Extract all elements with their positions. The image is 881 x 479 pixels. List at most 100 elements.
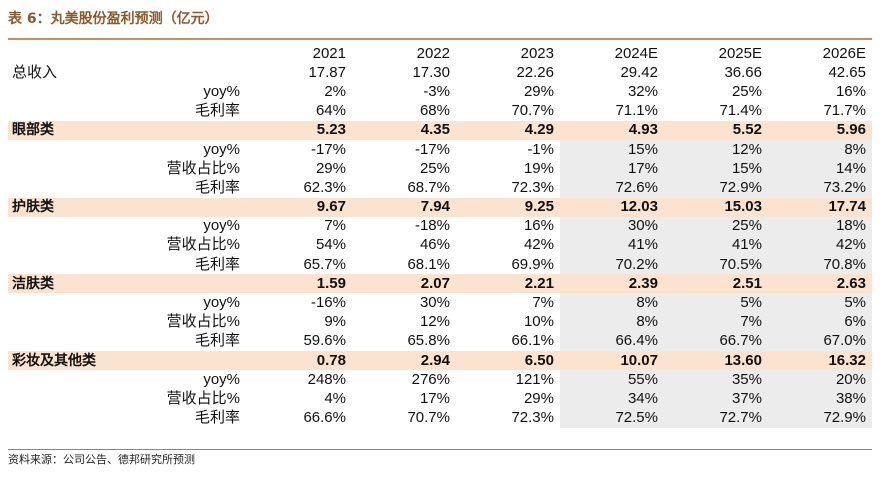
value-cell: 65.7%	[303, 255, 346, 273]
value-cell: 54%	[315, 236, 346, 254]
table-row: 营收占比% 54% 46% 42% 41% 41% 42%	[8, 235, 872, 256]
table-title: 表 6：丸美股份盈利预测（亿元）	[8, 11, 219, 27]
value-cell: 121%	[515, 370, 554, 388]
value-cell: -16%	[310, 294, 346, 312]
value-cell: 5.52	[664, 120, 768, 140]
row-metric: yoy%	[203, 82, 240, 100]
value-cell: 72.9%	[664, 178, 768, 198]
value-cell: 19%	[523, 159, 554, 177]
table-row: yoy% 248% 276% 121% 55% 35% 20%	[8, 370, 872, 390]
value-cell: 4.93	[560, 120, 664, 140]
value-cell: 35%	[664, 370, 768, 390]
value-cell: 10.07	[560, 351, 664, 371]
value-cell: 4.35	[352, 120, 456, 140]
row-label	[8, 293, 148, 312]
value-cell: 2.07	[352, 274, 456, 294]
row-label: 护肤类	[8, 197, 148, 217]
row-label	[8, 332, 148, 351]
value-cell: 16%	[523, 217, 554, 235]
value-cell: 15.03	[664, 197, 768, 217]
table-row: 毛利率 66.6% 70.7% 72.3% 72.5% 72.7% 72.9%	[8, 408, 872, 428]
value-cell: 72.5%	[560, 408, 664, 428]
value-cell: 72.6%	[560, 178, 664, 198]
value-cell: 9.25	[456, 197, 560, 217]
value-cell: 2%	[324, 82, 346, 100]
row-metric	[148, 63, 248, 82]
value-cell: 59.6%	[303, 332, 346, 350]
value-cell: 66.6%	[303, 409, 346, 427]
value-cell: 8%	[768, 139, 872, 160]
value-cell: 13.60	[664, 351, 768, 371]
row-metric	[148, 120, 248, 140]
value-cell: 276%	[411, 370, 450, 388]
value-cell: 29%	[523, 82, 554, 100]
column-header: 2025E	[718, 44, 762, 62]
value-cell: 73.2%	[768, 178, 872, 198]
value-cell: 66.4%	[560, 331, 664, 351]
value-cell: 2.21	[456, 274, 560, 294]
row-metric: 营收占比%	[166, 313, 240, 331]
value-cell: 7%	[324, 217, 346, 235]
row-metric	[148, 274, 248, 294]
value-cell: -17%	[414, 140, 450, 158]
value-cell: -3%	[423, 82, 450, 100]
value-cell: 8%	[560, 293, 664, 313]
row-label	[8, 389, 148, 408]
value-cell: 69.9%	[511, 255, 554, 273]
value-cell: 70.2%	[560, 255, 664, 275]
value-cell: 29%	[523, 389, 554, 407]
table-row: yoy% 7% -18% 16% 30% 25% 18%	[8, 216, 872, 236]
source-note: 资料来源：公司公告、德邦研究所预测	[8, 453, 195, 466]
value-cell: 42.65	[828, 63, 866, 81]
value-cell: 66.7%	[664, 331, 768, 351]
value-cell: 32%	[627, 82, 658, 100]
value-cell: 12%	[664, 139, 768, 160]
value-cell: 42%	[768, 235, 872, 256]
value-cell: 68.1%	[407, 255, 450, 273]
value-cell: 248%	[307, 370, 346, 388]
value-cell: 67.0%	[768, 331, 872, 351]
table-row: 眼部类 5.23 4.35 4.29 4.93 5.52 5.96	[8, 120, 872, 140]
value-cell: 5%	[768, 293, 872, 313]
value-cell: 25%	[419, 159, 450, 177]
value-cell: 17.30	[412, 63, 450, 81]
value-cell: 18%	[768, 216, 872, 236]
table-row: 营收占比% 4% 17% 29% 34% 37% 38%	[8, 389, 872, 409]
column-header: 2021	[312, 44, 346, 62]
row-metric: yoy%	[203, 294, 240, 312]
value-cell: 55%	[560, 370, 664, 390]
value-cell: 46%	[419, 236, 450, 254]
row-metric	[148, 197, 248, 217]
header-sub-cell	[148, 44, 248, 63]
value-cell: 68.7%	[407, 178, 450, 196]
value-cell: 72.3%	[511, 178, 554, 196]
value-cell: 29%	[315, 159, 346, 177]
row-metric: 毛利率	[194, 102, 240, 120]
value-cell: 62.3%	[303, 178, 346, 196]
value-cell: 64%	[315, 102, 346, 120]
table-row: yoy% -16% 30% 7% 8% 5% 5%	[8, 293, 872, 313]
table-row: 营收占比% 9% 12% 10% 8% 7% 6%	[8, 312, 872, 332]
value-cell: 9.67	[248, 197, 352, 217]
value-cell: 6.50	[456, 351, 560, 371]
value-cell: 20%	[768, 370, 872, 390]
value-cell: 71.4%	[719, 102, 762, 120]
value-cell: 0.78	[248, 351, 352, 371]
table-row: 护肤类 9.67 7.94 9.25 12.03 15.03 17.74	[8, 197, 872, 217]
value-cell: 36.66	[724, 63, 762, 81]
value-cell: 4%	[324, 389, 346, 407]
value-cell: 41%	[560, 235, 664, 256]
value-cell: -17%	[310, 140, 346, 158]
value-cell: 70.8%	[768, 255, 872, 275]
value-cell: 12%	[419, 313, 450, 331]
header-label-cell	[8, 44, 148, 63]
value-cell: 72.3%	[511, 409, 554, 427]
value-cell: 41%	[664, 235, 768, 256]
row-label	[8, 370, 148, 389]
value-cell: 71.1%	[615, 102, 658, 120]
table-row: 毛利率 64% 68% 70.7% 71.1% 71.4% 71.7%	[8, 102, 872, 121]
row-label	[8, 313, 148, 332]
value-cell: 65.8%	[407, 332, 450, 350]
row-label	[8, 217, 148, 236]
value-cell: 70.7%	[407, 409, 450, 427]
